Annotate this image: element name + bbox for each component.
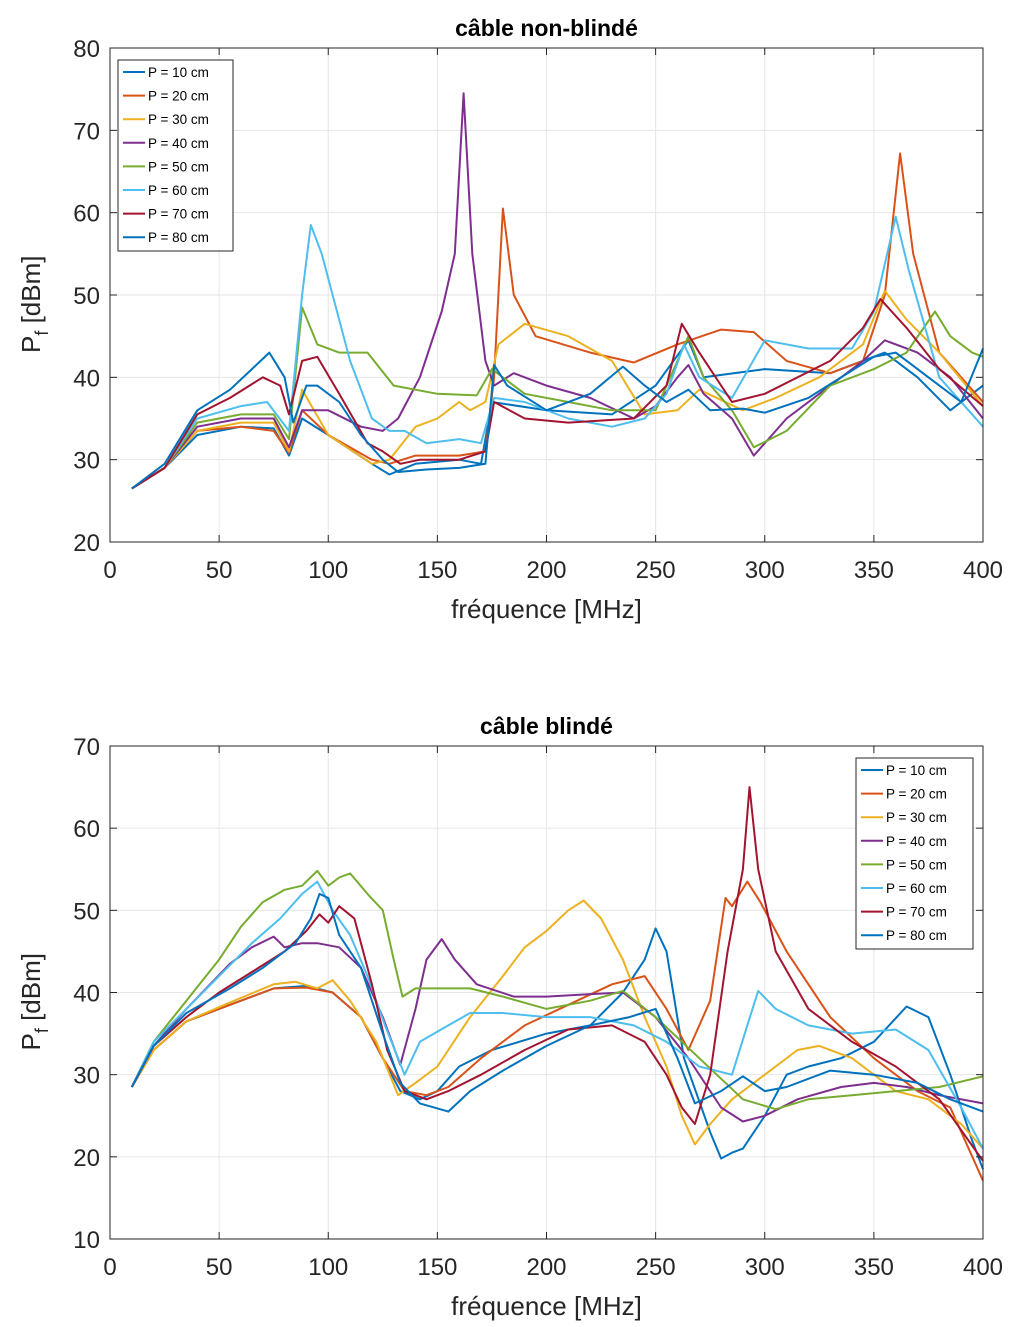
legend-entry: P = 40 cm [148,136,209,151]
series-line-60cm [130,880,984,1150]
series-line-50cm [130,869,984,1111]
y-tick-label: 10 [73,1227,100,1254]
x-tick-label: 350 [854,1254,894,1281]
legend-entry: P = 50 cm [886,857,947,872]
legend-entry: P = 80 cm [148,230,209,245]
legend-entry: P = 10 cm [886,763,947,778]
y-tick-label: 80 [73,36,100,63]
x-tick-label: 350 [854,557,894,584]
x-tick-label: 300 [745,557,785,584]
y-axis-label-main: P [16,336,46,353]
chart-title: câble non-blindé [455,15,638,41]
x-tick-label: 100 [308,1254,348,1281]
x-tick-label: 50 [206,557,233,584]
y-tick-label: 60 [73,816,100,843]
x-tick-label: 150 [417,1254,457,1281]
series-line-80cm [131,348,984,490]
y-axis-label: Pf [dBm] [16,953,52,1051]
y-tick-label: 70 [73,734,100,761]
y-tick-label: 40 [73,365,100,392]
legend-entry: P = 30 cm [148,112,209,127]
legend-entry: P = 30 cm [886,810,947,825]
series-line-50cm [131,306,984,490]
x-tick-label: 400 [963,1254,1003,1281]
legend-entry: P = 70 cm [886,905,947,920]
x-tick-label: 150 [417,557,457,584]
legend-entry: P = 60 cm [148,183,209,198]
legend-entry: P = 20 cm [886,787,947,802]
legend-entry: P = 50 cm [148,159,209,174]
x-tick-label: 400 [963,557,1003,584]
y-tick-label: 70 [73,118,100,145]
x-tick-label: 0 [103,557,116,584]
y-tick-label: 60 [73,201,100,228]
x-tick-label: 250 [636,1254,676,1281]
legend-entry: P = 70 cm [148,207,209,222]
y-axis-label: Pf [dBm] [16,256,52,354]
x-tick-label: 300 [745,1254,785,1281]
y-tick-label: 50 [73,283,100,310]
series-line-40cm [130,935,984,1123]
y-axis-label-unit: [dBm] [16,256,46,331]
series-line-60cm [131,215,984,490]
y-axis-label-subscript: f [32,330,52,336]
y-tick-label: 30 [73,1063,100,1090]
y-tick-label: 50 [73,898,100,925]
legend-entry: P = 60 cm [886,881,947,896]
x-tick-label: 200 [526,1254,566,1281]
legend-entry: P = 40 cm [886,834,947,849]
series-line-20cm [131,152,984,490]
series-line-30cm [130,899,984,1150]
y-axis-label-unit: [dBm] [16,953,46,1028]
series-line-70cm [131,298,984,490]
x-axis-label: fréquence [MHz] [451,594,642,624]
x-tick-label: 0 [103,1254,116,1281]
x-axis-label: fréquence [MHz] [451,1291,642,1321]
series-line-40cm [131,92,984,490]
x-tick-label: 50 [206,1254,233,1281]
y-tick-label: 40 [73,981,100,1008]
y-axis-label-subscript: f [32,1027,52,1033]
x-tick-label: 250 [636,557,676,584]
x-tick-label: 200 [526,557,566,584]
y-axis-label-main: P [16,1033,46,1050]
legend-box [117,59,234,252]
series-line-30cm [131,289,984,490]
x-tick-label: 100 [308,557,348,584]
series-line-80cm [130,892,984,1113]
y-tick-label: 30 [73,448,100,475]
legend-entry: P = 10 cm [148,65,209,80]
legend-box [855,757,974,950]
legend-entry: P = 80 cm [886,928,947,943]
y-tick-label: 20 [73,530,100,557]
legend-entry: P = 20 cm [148,89,209,104]
chart-title: câble blindé [480,713,613,739]
y-tick-label: 20 [73,1145,100,1172]
